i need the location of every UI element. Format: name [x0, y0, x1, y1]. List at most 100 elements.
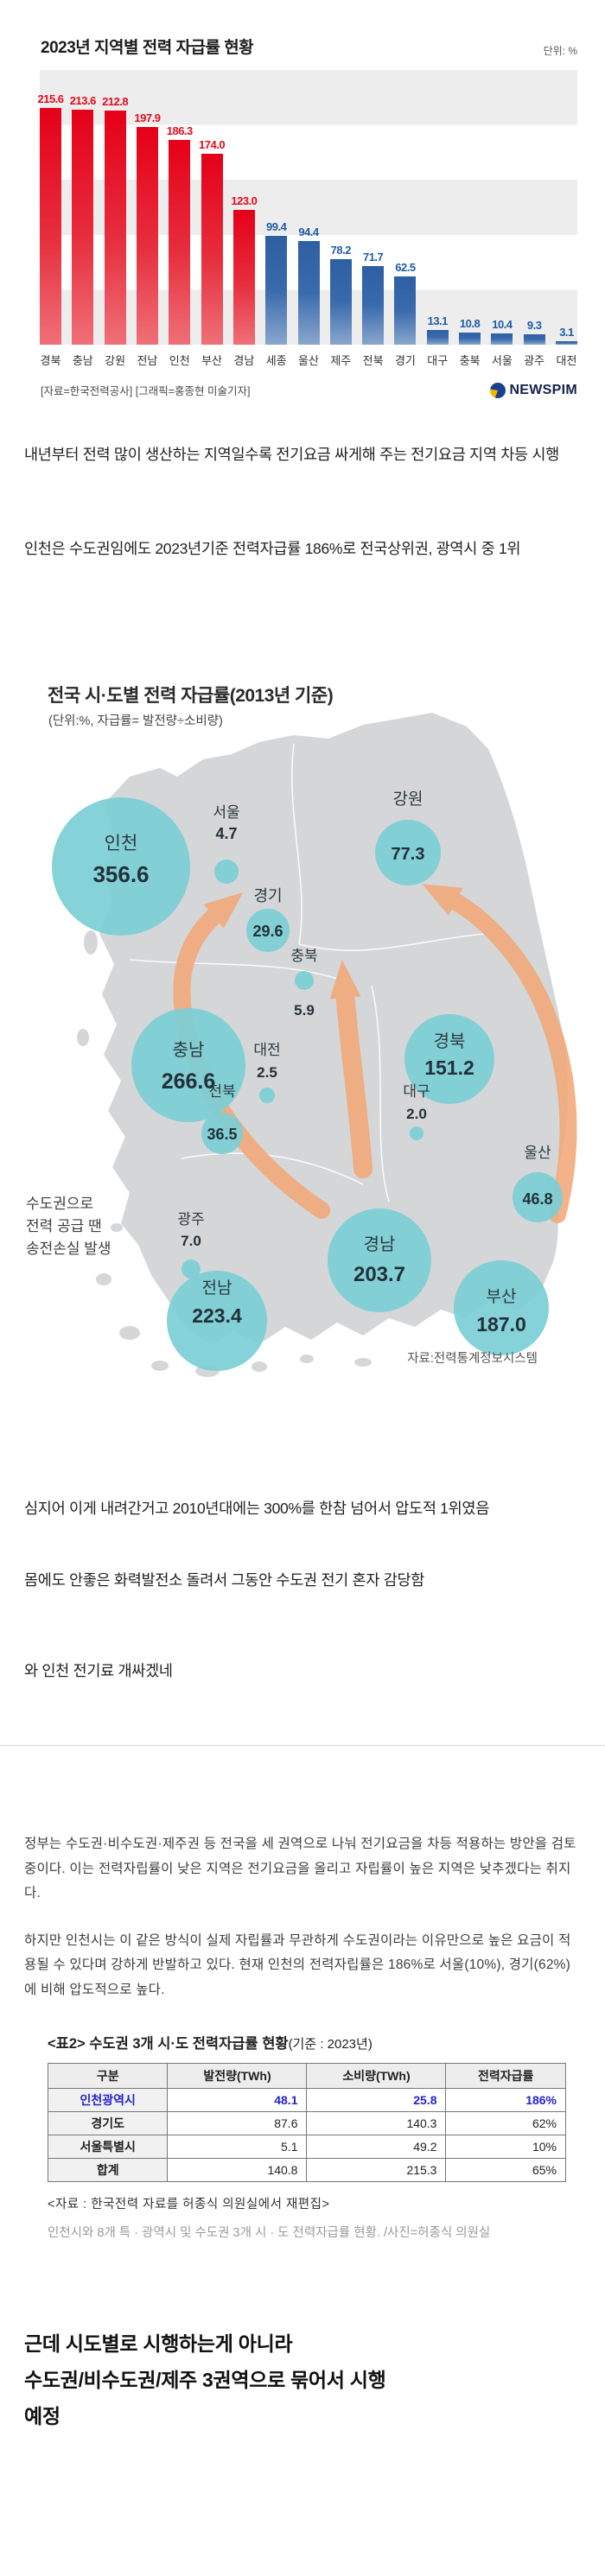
bar-value-label: 13.1	[427, 314, 449, 328]
region-bubble	[214, 860, 239, 884]
region-value: 203.7	[353, 1263, 405, 1286]
bar-category-label: 강원	[105, 354, 126, 367]
section-divider	[0, 1745, 605, 1746]
bar-chart-unit-label: 단위: %	[543, 45, 577, 57]
region-value: 4.7	[215, 825, 237, 842]
bar-value-label: 186.3	[166, 124, 194, 138]
bar-category-label: 전북	[362, 354, 384, 367]
bar: 212.8	[102, 70, 129, 345]
map-subtitle: (단위:%, 자급률= 발전량÷소비량)	[48, 714, 223, 728]
region-name: 강원	[393, 790, 424, 809]
bar-value-label: 62.5	[395, 260, 416, 274]
bar-category-label: 경북	[40, 354, 61, 367]
bar: 62.5	[394, 70, 417, 345]
table-cell: 140.8	[167, 2158, 308, 2182]
newspim-logo: NEWSPIM	[490, 382, 577, 398]
region-bubble	[259, 1088, 275, 1103]
bar-category-label: 충북	[459, 354, 481, 367]
bar-value-label: 10.8	[459, 317, 481, 331]
comment-paragraph-4: 몸에도 안좋은 화력발전소 돌려서 그동안 수도권 전기 혼자 감당함	[24, 1571, 425, 1589]
table-cell: 인천광역시	[47, 2088, 169, 2112]
bar: 99.4	[265, 70, 288, 345]
region-bubble	[182, 1259, 201, 1278]
newspim-logo-text: NEWSPIM	[509, 382, 577, 397]
region-value: 223.4	[192, 1304, 242, 1327]
bar-categories: 경북 충남 강원 전남 인천 부산 경남 세종 울산 제주 전북 경기 대구 충북 서울 광주 대전	[40, 352, 577, 368]
bar: 197.9	[134, 70, 161, 345]
region-name: 대구	[403, 1083, 430, 1100]
region-value: 5.9	[294, 1002, 315, 1018]
bar-chart-header: 2023년 지역별 전력 자급률 현황 단위: %	[41, 35, 577, 58]
region-value: 36.5	[207, 1126, 237, 1143]
power-table: 구분 발전량(TWh) 소비량(TWh) 전력자급률 인천광역시 48.1 25.8 186…	[47, 2063, 566, 2182]
bar-category-label: 충남	[72, 354, 93, 367]
region-bubble	[404, 1014, 494, 1104]
region-name: 광주	[177, 1211, 204, 1228]
region-name: 전북	[208, 1083, 235, 1100]
region-name: 경기	[253, 887, 282, 904]
map-title: 전국 시·도별 전력 자급률(2013년 기준)	[48, 686, 334, 706]
bar: 71.7	[362, 70, 385, 345]
region-bubble	[328, 1209, 431, 1312]
table-row: 경기도 87.6 140.3 62%	[47, 2111, 566, 2135]
region-value: 2.0	[406, 1106, 427, 1122]
region-name: 울산	[524, 1145, 551, 1161]
bar: 174.0	[199, 70, 226, 345]
table-cell: 65%	[445, 2158, 566, 2182]
bar-category-label: 울산	[298, 354, 319, 367]
bar: 10.4	[491, 70, 513, 345]
table-header-cell: 소비량(TWh)	[306, 2063, 447, 2089]
korea-map: 인천 356.6 서울 4.7 경기 29.6 강원 77.3 충북 5.9 충남 266.6 대전 2.…	[52, 713, 577, 1377]
region-value: 187.0	[476, 1313, 526, 1336]
bar-value-label: 9.3	[526, 319, 542, 333]
bar-category-label: 경기	[394, 354, 416, 367]
region-value: 151.2	[424, 1056, 474, 1079]
table-header-cell: 발전량(TWh)	[167, 2063, 308, 2089]
comment-paragraph-3: 심지어 이게 내려간거고 2010년대에는 300%를 한참 넘어서 압도적 1…	[24, 1500, 490, 1517]
table-cell: 경기도	[47, 2111, 169, 2135]
region-value: 29.6	[252, 923, 283, 940]
map-source: 자료:전력통계정보시스템	[407, 1352, 538, 1366]
bar-value-label: 78.2	[330, 243, 352, 257]
table-cell: 합계	[47, 2158, 169, 2182]
region-name: 부산	[487, 1287, 517, 1306]
table-body: 인천광역시 48.1 25.8 186% 경기도 87.6 140.3 62% 서울특별시 5.1…	[47, 2088, 566, 2182]
table-cell: 5.1	[167, 2135, 308, 2159]
bar-value-label: 213.6	[69, 94, 97, 108]
bar-value-label: 99.4	[266, 219, 287, 233]
region-name: 대전	[253, 1042, 280, 1058]
bar: 13.1	[426, 70, 449, 345]
bar-chart-figure: 2023년 지역별 전력 자급률 현황 단위: % 215.6 213.6 212.…	[0, 0, 605, 398]
table-source: <자료 : 한국전력 자료를 허종식 의원실에서 재편집>	[48, 2198, 330, 2211]
table-cell: 62%	[445, 2111, 566, 2135]
map-annotation: 수도권으로 전력 공급 땐 송전손실 발생	[26, 1196, 111, 1257]
region-name: 충북	[290, 948, 317, 964]
region-value: 356.6	[92, 861, 149, 887]
bar: 9.3	[523, 70, 545, 345]
bar-category-label: 대전	[556, 354, 577, 367]
region-bubble	[375, 820, 441, 885]
article-paragraph-2: 하지만 인천시는 이 같은 방식이 실제 자립률과 무관하게 수도권이라는 이유…	[24, 1932, 571, 1997]
comment-paragraph-1: 내년부터 전력 많이 생산하는 지역일수록 전기요금 싸게해 주는 전기요금 지…	[24, 446, 559, 463]
post-body: 2023년 지역별 전력 자급률 현황 단위: % 215.6 213.6 212.…	[0, 0, 605, 2427]
bar: 215.6	[37, 70, 64, 345]
bar-value-label: 10.4	[492, 317, 513, 331]
bar-value-label: 197.9	[134, 111, 161, 125]
bar: 3.1	[556, 70, 577, 345]
table-cell: 140.3	[306, 2111, 447, 2135]
region-bubble	[410, 1126, 424, 1140]
region-bubble	[295, 971, 314, 990]
bar-category-label: 대구	[427, 354, 449, 367]
bar-plot: 215.6 213.6 212.8 197.9 186.3 174.0 123.0 99.4 9…	[37, 70, 577, 345]
bar-category-label: 광주	[524, 354, 545, 367]
comment-paragraph-6: 근데 시도별로 시행하는게 아니라 수도권/비수도권/제주 3권역으로 묶어서 …	[24, 2332, 386, 2427]
region-name: 인천	[105, 834, 138, 853]
bar: 78.2	[329, 70, 352, 345]
region-bubbles: 인천 356.6 서울 4.7 경기 29.6 강원 77.3 충북 5.9 충남 266.6 대전 2.…	[52, 790, 563, 1371]
region-value: 2.5	[257, 1064, 277, 1081]
table-cell: 215.3	[306, 2158, 447, 2182]
bar: 186.3	[166, 70, 194, 345]
bar-category-label: 전남	[137, 354, 158, 367]
region-value: 7.0	[181, 1233, 201, 1249]
region-bubble	[513, 1172, 563, 1222]
